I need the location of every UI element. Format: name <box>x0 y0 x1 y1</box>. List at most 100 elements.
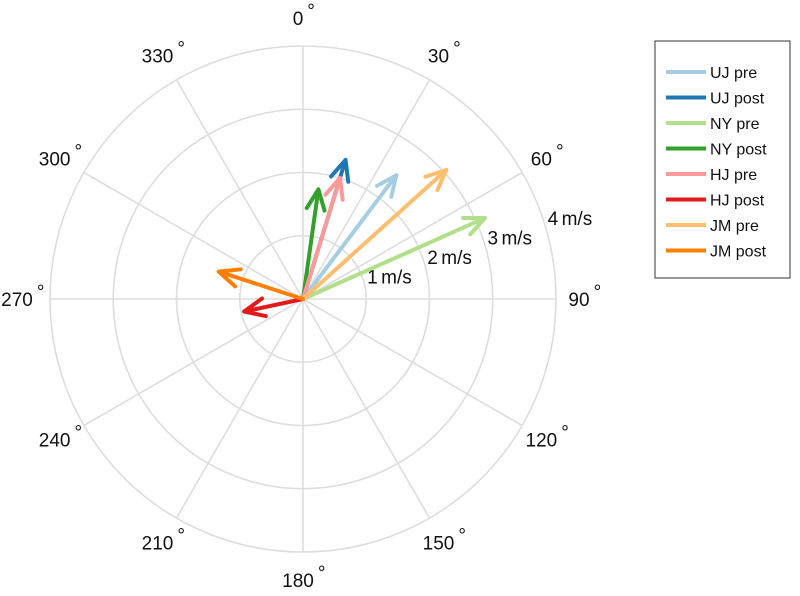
grid-spoke <box>302 298 431 519</box>
radial-tick-value: 1 <box>367 267 378 288</box>
degree-symbol: ° <box>453 39 461 60</box>
legend-label: JM pre <box>710 218 759 235</box>
angle-label: 240 ° <box>39 423 82 452</box>
legend: UJ pre UJ post NY pre NY post HJ pre HJ post J… <box>654 40 791 279</box>
vector-jm-pre <box>301 167 449 301</box>
vectors <box>216 157 488 319</box>
angle-tick-label: 270 <box>1 290 33 311</box>
vector-shaft <box>242 297 305 314</box>
angle-label: 30 ° <box>428 39 461 68</box>
degree-symbol: ° <box>318 563 326 584</box>
angle-tick-label: 90 <box>568 290 589 311</box>
vector-arrowhead <box>242 296 268 319</box>
angle-tick-label: 180 <box>282 571 314 592</box>
angle-label: 330 ° <box>142 39 185 68</box>
radial-tick-unit: m/s <box>501 228 532 249</box>
angle-tick-label: 0 <box>293 9 304 30</box>
legend-label: HJ pre <box>710 167 757 184</box>
degree-symbol: ° <box>458 525 466 546</box>
vector-arrowhead <box>375 173 399 199</box>
grid-spoke <box>175 298 304 519</box>
angle-labels: 0 °30 °60 °90 °120 °150 °180 °210 °240 °270 °300 °3… <box>1 1 601 592</box>
vector-arrowhead <box>216 267 243 289</box>
vector-ny-pre <box>301 215 488 301</box>
vector-ny-post <box>301 187 327 301</box>
vector-shaft <box>301 187 321 301</box>
grid-spoke <box>302 298 523 427</box>
vector-arrowhead <box>461 215 488 237</box>
degree-symbol: ° <box>556 142 564 163</box>
degree-symbol: ° <box>75 423 83 444</box>
angle-label: 60 ° <box>531 142 564 171</box>
radial-tick-value: 2 <box>427 248 438 269</box>
degree-symbol: ° <box>177 39 185 60</box>
degree-symbol: ° <box>594 282 602 303</box>
legend-item: NY post <box>666 142 767 159</box>
degree-symbol: ° <box>561 423 569 444</box>
angle-tick-label: 330 <box>142 47 174 68</box>
radial-labels: 1 m/s2 m/s3 m/s4 m/s <box>367 209 592 289</box>
legend-label: UJ post <box>710 91 765 108</box>
legend-item: NY pre <box>666 116 760 133</box>
polar-grid <box>49 45 557 553</box>
legend-label: NY post <box>710 142 767 159</box>
vector-shaft <box>301 176 342 301</box>
angle-tick-label: 210 <box>142 533 174 554</box>
legend-label: HJ post <box>710 193 765 210</box>
degree-symbol: ° <box>37 282 45 303</box>
angle-tick-label: 240 <box>39 431 71 452</box>
angle-label: 300 ° <box>39 142 82 171</box>
grid-spoke <box>83 298 304 427</box>
vector-shaft <box>301 173 399 301</box>
angle-label: 120 ° <box>526 423 569 452</box>
radial-tick: 1 m/s <box>367 267 412 288</box>
radial-tick-value: 3 <box>487 228 498 249</box>
radial-tick-unit: m/s <box>441 248 472 269</box>
angle-tick-label: 60 <box>531 150 552 171</box>
angle-label: 270 ° <box>1 282 44 311</box>
angle-tick-label: 150 <box>423 533 455 554</box>
angle-tick-label: 120 <box>526 431 558 452</box>
grid-spoke <box>302 171 523 300</box>
legend-item: JM post <box>666 244 767 261</box>
legend-label: JM post <box>710 244 767 261</box>
legend-box <box>654 40 791 279</box>
vector-arrowhead <box>423 167 449 193</box>
vector-shaft <box>216 269 305 301</box>
angle-label: 210 ° <box>142 525 185 554</box>
radial-tick: 4 m/s <box>548 209 593 230</box>
grid-spoke <box>302 79 431 300</box>
angle-tick-label: 30 <box>428 47 449 68</box>
radial-tick-value: 4 <box>548 209 559 230</box>
angle-label: 150 ° <box>423 525 466 554</box>
radial-tick: 2 m/s <box>427 248 472 269</box>
legend-item: HJ pre <box>666 167 757 184</box>
degree-symbol: ° <box>177 525 185 546</box>
vector-arrowhead <box>323 176 345 202</box>
vector-arrowhead <box>304 187 327 213</box>
vector-shaft <box>301 167 449 301</box>
angle-label: 90 ° <box>568 282 601 311</box>
legend-label: NY pre <box>710 116 760 133</box>
degree-symbol: ° <box>75 142 83 163</box>
legend-item: UJ pre <box>666 65 757 82</box>
legend-label: UJ pre <box>710 65 757 82</box>
legend-item: UJ post <box>666 91 765 108</box>
angle-label: 0 ° <box>293 1 315 30</box>
radial-tick-unit: m/s <box>381 267 412 288</box>
vector-hj-pre <box>301 176 345 301</box>
degree-symbol: ° <box>307 1 315 22</box>
grid-spoke <box>83 171 304 300</box>
radial-tick: 3 m/s <box>487 228 532 249</box>
angle-label: 180 ° <box>282 563 325 592</box>
angle-tick-label: 300 <box>39 150 71 171</box>
vector-arrowhead <box>329 157 351 184</box>
radial-tick-unit: m/s <box>562 209 593 230</box>
vector-jm-post <box>216 267 305 301</box>
legend-item: HJ post <box>666 193 765 210</box>
vector-hj-post <box>242 296 305 319</box>
vector-uj-pre <box>301 173 399 301</box>
legend-item: JM pre <box>666 218 759 235</box>
grid-spoke <box>175 79 304 300</box>
